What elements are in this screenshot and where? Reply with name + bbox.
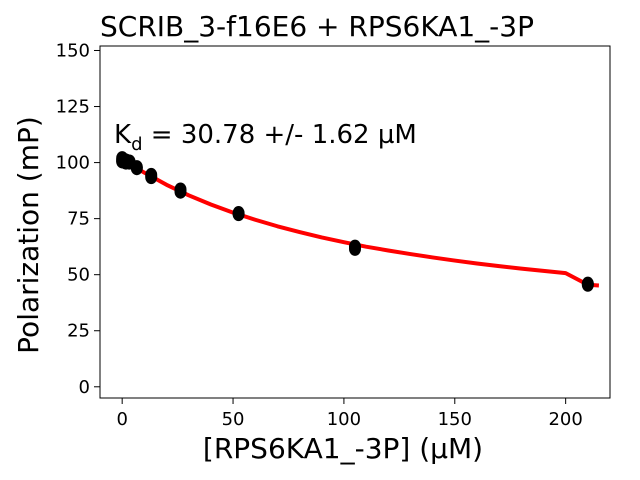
x-tick-label: 100 [327,409,361,430]
kd-text: = 30.78 +/- 1.62 µM [143,120,417,150]
x-axis-ticks: 0 50 100 150 200 [116,398,583,430]
data-point [145,170,158,185]
x-tick-label: 150 [438,409,472,430]
kd-subscript: d [131,134,142,155]
y-tick-label: 150 [56,40,90,61]
data-points-layer [116,151,594,292]
y-tick-label: 25 [67,321,90,342]
y-tick-label: 125 [56,97,90,118]
x-tick-label: 0 [116,409,127,430]
kd-annotation: Kd = 30.78 +/- 1.62 µM [114,120,417,155]
fit-curve-layer [121,157,600,288]
y-tick-label: 0 [79,377,90,398]
plot-frame [99,45,611,399]
kd-prefix: K [114,120,132,150]
y-axis-ticks: 0 25 50 75 100 125 150 [56,40,100,398]
fit-curve [121,157,600,288]
x-axis-label: [RPS6KA1_-3P] (µM) [203,432,483,465]
data-point [349,241,361,256]
data-point [232,207,245,222]
y-tick-label: 75 [67,209,90,230]
chart-title: SCRIB_3-f16E6 + RPS6KA1_-3P [100,10,534,43]
data-point [174,184,187,199]
data-point [130,161,143,176]
y-tick-label: 50 [67,265,90,286]
y-axis-label: Polarization (mP) [12,116,45,354]
data-point [581,277,594,292]
x-tick-label: 50 [222,409,245,430]
y-tick-label: 100 [56,153,90,174]
x-tick-label: 200 [548,409,582,430]
